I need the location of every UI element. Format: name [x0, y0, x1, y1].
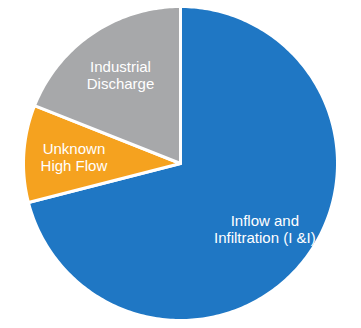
svg-text:UnknownHigh Flow: UnknownHigh Flow [41, 140, 108, 174]
svg-text:Inflow andInfiltration (I &I): Inflow andInfiltration (I &I) [214, 212, 316, 246]
svg-text:IndustrialDischarge: IndustrialDischarge [87, 58, 155, 92]
